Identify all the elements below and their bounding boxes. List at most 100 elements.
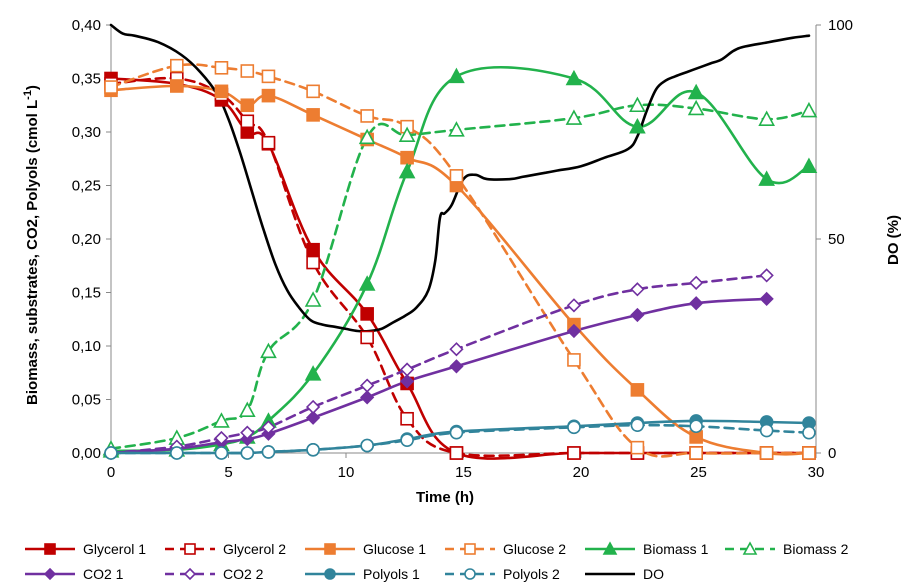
x-tick-label: 5 — [224, 464, 232, 481]
data-point-co2-2 — [759, 268, 774, 283]
data-point-biomass-1 — [629, 117, 646, 134]
series-markers — [102, 58, 818, 461]
series-line-biomass-1 — [109, 65, 811, 453]
data-point-co2-2 — [305, 399, 321, 415]
data-point-glycerol-2 — [400, 411, 414, 426]
x-tick-label: 30 — [808, 464, 825, 481]
data-point-biomass-1 — [358, 275, 376, 291]
y-left-tick-label: 0,00 — [72, 445, 101, 462]
data-point-glucose-2 — [567, 353, 581, 367]
data-point-polyols-2 — [802, 425, 816, 440]
data-point-co2-2 — [261, 420, 276, 435]
data-point-polyols-2 — [759, 423, 774, 438]
legend-item-glucose-2: Glucose 2 — [445, 541, 566, 557]
legend-label: Polyols 2 — [503, 566, 560, 582]
legend-label: Glucose 1 — [363, 541, 426, 557]
data-point-glucose-1 — [306, 108, 320, 122]
data-point-co2-1 — [305, 410, 321, 425]
data-point-biomass-2 — [260, 342, 277, 359]
data-point-co2-2 — [689, 275, 704, 291]
data-point-biomass-2 — [629, 96, 646, 113]
data-point-biomass-1 — [687, 83, 705, 100]
legend-item-polyols-1: Polyols 1 — [305, 566, 420, 582]
y-axis-left-title-suffix: ) — [24, 85, 41, 90]
data-point-polyols-2 — [214, 446, 229, 460]
data-point-glucose-2 — [630, 440, 645, 455]
legend-label: DO — [643, 566, 664, 582]
data-point-polyols-2 — [240, 446, 255, 460]
data-point-glucose-2 — [759, 446, 774, 460]
legend-item-glycerol-1: Glycerol 1 — [25, 541, 146, 557]
data-point-polyols-2 — [630, 418, 645, 432]
data-point-co2-2 — [240, 425, 255, 440]
y-left-tick-label: 0,35 — [72, 71, 101, 88]
y-left-tick-label: 0,20 — [72, 231, 101, 248]
legend-item-biomass-1: Biomass 1 — [585, 541, 709, 557]
x-tick-label: 20 — [573, 464, 590, 481]
series-line-glucose-2 — [109, 63, 811, 458]
legend-marker — [44, 543, 56, 555]
y-right-tick-label: 100 — [828, 17, 853, 34]
y-left-tick-label: 0,10 — [72, 338, 101, 355]
data-point-co2-2 — [630, 282, 645, 297]
data-point-glycerol-1 — [306, 242, 320, 257]
data-point-biomass-2 — [304, 291, 322, 307]
data-point-glycerol-2 — [240, 114, 255, 129]
data-point-biomass-1 — [758, 170, 775, 186]
data-point-glucose-2 — [449, 169, 464, 183]
data-point-biomass-1 — [800, 157, 818, 174]
data-point-glucose-2 — [261, 69, 276, 84]
data-point-co2-2 — [214, 430, 229, 446]
data-point-polyols-2 — [360, 438, 374, 453]
y-axis-left-title-sup: -1 — [22, 90, 34, 100]
legend-marker — [464, 543, 476, 555]
legend-marker — [464, 568, 476, 580]
series-line-glucose-1 — [109, 84, 811, 456]
data-point-glycerol-2 — [567, 446, 581, 460]
legend-label: Biomass 2 — [783, 541, 849, 557]
legend-label: Glycerol 2 — [223, 541, 286, 557]
y-left-tick-label: 0,30 — [72, 124, 101, 141]
x-tick-label: 15 — [455, 464, 472, 481]
series-line-co2-1 — [109, 297, 768, 455]
data-point-biomass-2 — [238, 401, 256, 418]
y-right-tick-label: 50 — [828, 231, 845, 248]
y-left-tick-label: 0,25 — [72, 178, 101, 195]
legend-marker — [324, 568, 336, 580]
data-point-glucose-2 — [104, 80, 118, 94]
data-point-co2-1 — [449, 359, 464, 374]
data-point-biomass-2 — [800, 101, 818, 118]
data-point-polyols-2 — [689, 419, 703, 434]
legend-item-glycerol-2: Glycerol 2 — [165, 541, 286, 557]
data-point-polyols-2 — [261, 445, 276, 459]
data-point-biomass-2 — [358, 128, 376, 145]
legend-item-co2-2: CO2 2 — [165, 566, 264, 582]
x-tick-label: 10 — [338, 464, 355, 481]
legend-marker — [184, 543, 196, 555]
data-point-glycerol-2 — [306, 255, 320, 270]
data-point-glycerol-1 — [360, 307, 374, 321]
data-point-biomass-2 — [758, 110, 775, 126]
data-point-glycerol-2 — [261, 135, 276, 150]
data-point-biomass-1 — [304, 365, 322, 381]
x-axis-title: Time (h) — [416, 489, 474, 506]
data-point-polyols-2 — [170, 446, 184, 460]
data-point-glucose-1 — [240, 98, 255, 113]
data-point-co2-2 — [566, 298, 582, 313]
legend-marker — [43, 567, 57, 581]
legend-label: Polyols 1 — [363, 566, 420, 582]
y-right-tick-label: 0 — [828, 445, 836, 462]
legend-item-biomass-2: Biomass 2 — [725, 541, 849, 557]
data-point-glucose-2 — [240, 64, 255, 78]
x-tick-label: 25 — [690, 464, 707, 481]
data-point-glucose-2 — [360, 109, 374, 123]
data-point-biomass-2 — [565, 109, 583, 125]
data-point-biomass-2 — [448, 121, 465, 137]
y-axis-left-title: Biomass, substrates, CO2, Polyols (cmol … — [22, 85, 41, 405]
data-point-polyols-2 — [400, 433, 414, 447]
data-point-glucose-2 — [170, 58, 184, 73]
data-point-biomass-1 — [398, 162, 416, 179]
data-point-co2-1 — [689, 296, 704, 311]
